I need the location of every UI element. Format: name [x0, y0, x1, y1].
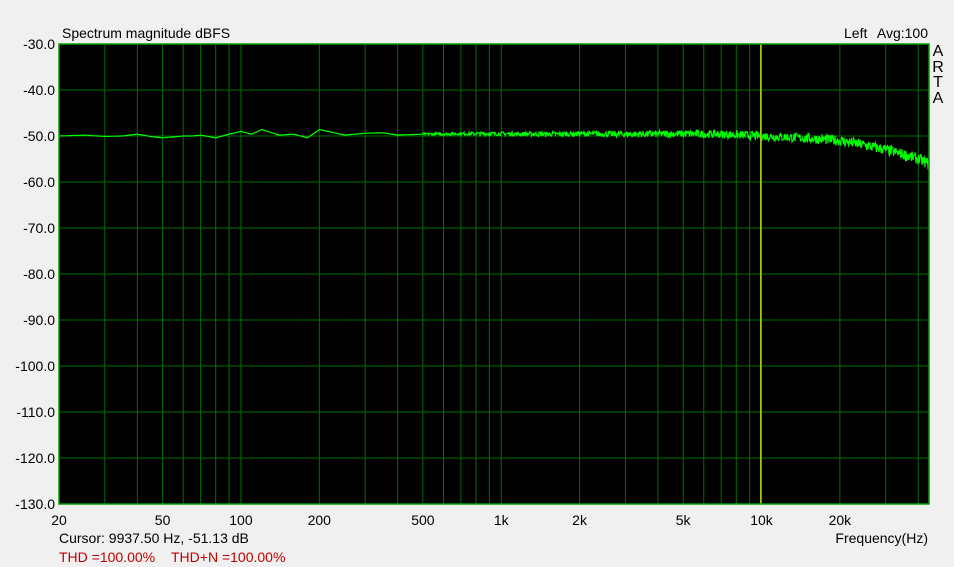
cursor-readout: Cursor: 9937.50 Hz, -51.13 dB: [59, 530, 249, 546]
x-tick-label: 20: [51, 512, 67, 528]
y-tick-label: -60.0: [23, 174, 55, 190]
x-tick-label: 500: [411, 512, 435, 528]
chart-title: Spectrum magnitude dBFS: [62, 25, 230, 41]
x-tick-label: 100: [229, 512, 253, 528]
grid: [59, 43, 929, 505]
spectrum-line: [59, 128, 930, 171]
x-tick-label: 10k: [750, 512, 774, 528]
y-tick-label: -130.0: [15, 496, 55, 512]
y-tick-label: -100.0: [15, 358, 55, 374]
x-tick-label: 50: [155, 512, 171, 528]
y-tick-label: -30.0: [23, 36, 55, 52]
tick-labels: -30.0 -40.0 -50.0 -60.0 -70.0 -80.0 -90.0 -100.…: [15, 36, 852, 528]
spectrum-trace: [59, 128, 930, 171]
thd-readout: THD =100.00%: [59, 549, 155, 565]
y-tick-label: -90.0: [23, 312, 55, 328]
y-tick-label: -70.0: [23, 220, 55, 236]
x-axis-label: Frequency(Hz): [835, 530, 928, 546]
y-tick-label: -80.0: [23, 266, 55, 282]
y-tick-label: -40.0: [23, 82, 55, 98]
x-tick-label: 20k: [829, 512, 853, 528]
thdn-readout: THD+N =100.00%: [171, 549, 285, 565]
plot-border: [58, 43, 930, 505]
y-tick-label: -110.0: [16, 404, 55, 420]
y-tick-label: -120.0: [15, 450, 55, 466]
arta-logo: ARTA: [932, 43, 944, 107]
x-tick-label: 200: [308, 512, 332, 528]
x-tick-label: 1k: [494, 512, 510, 528]
avg-label: Avg:100: [877, 25, 928, 41]
y-tick-label: -50.0: [23, 128, 55, 144]
channel-label: Left: [844, 25, 867, 41]
x-tick-label: 2k: [572, 512, 588, 528]
x-tick-label: 5k: [676, 512, 692, 528]
